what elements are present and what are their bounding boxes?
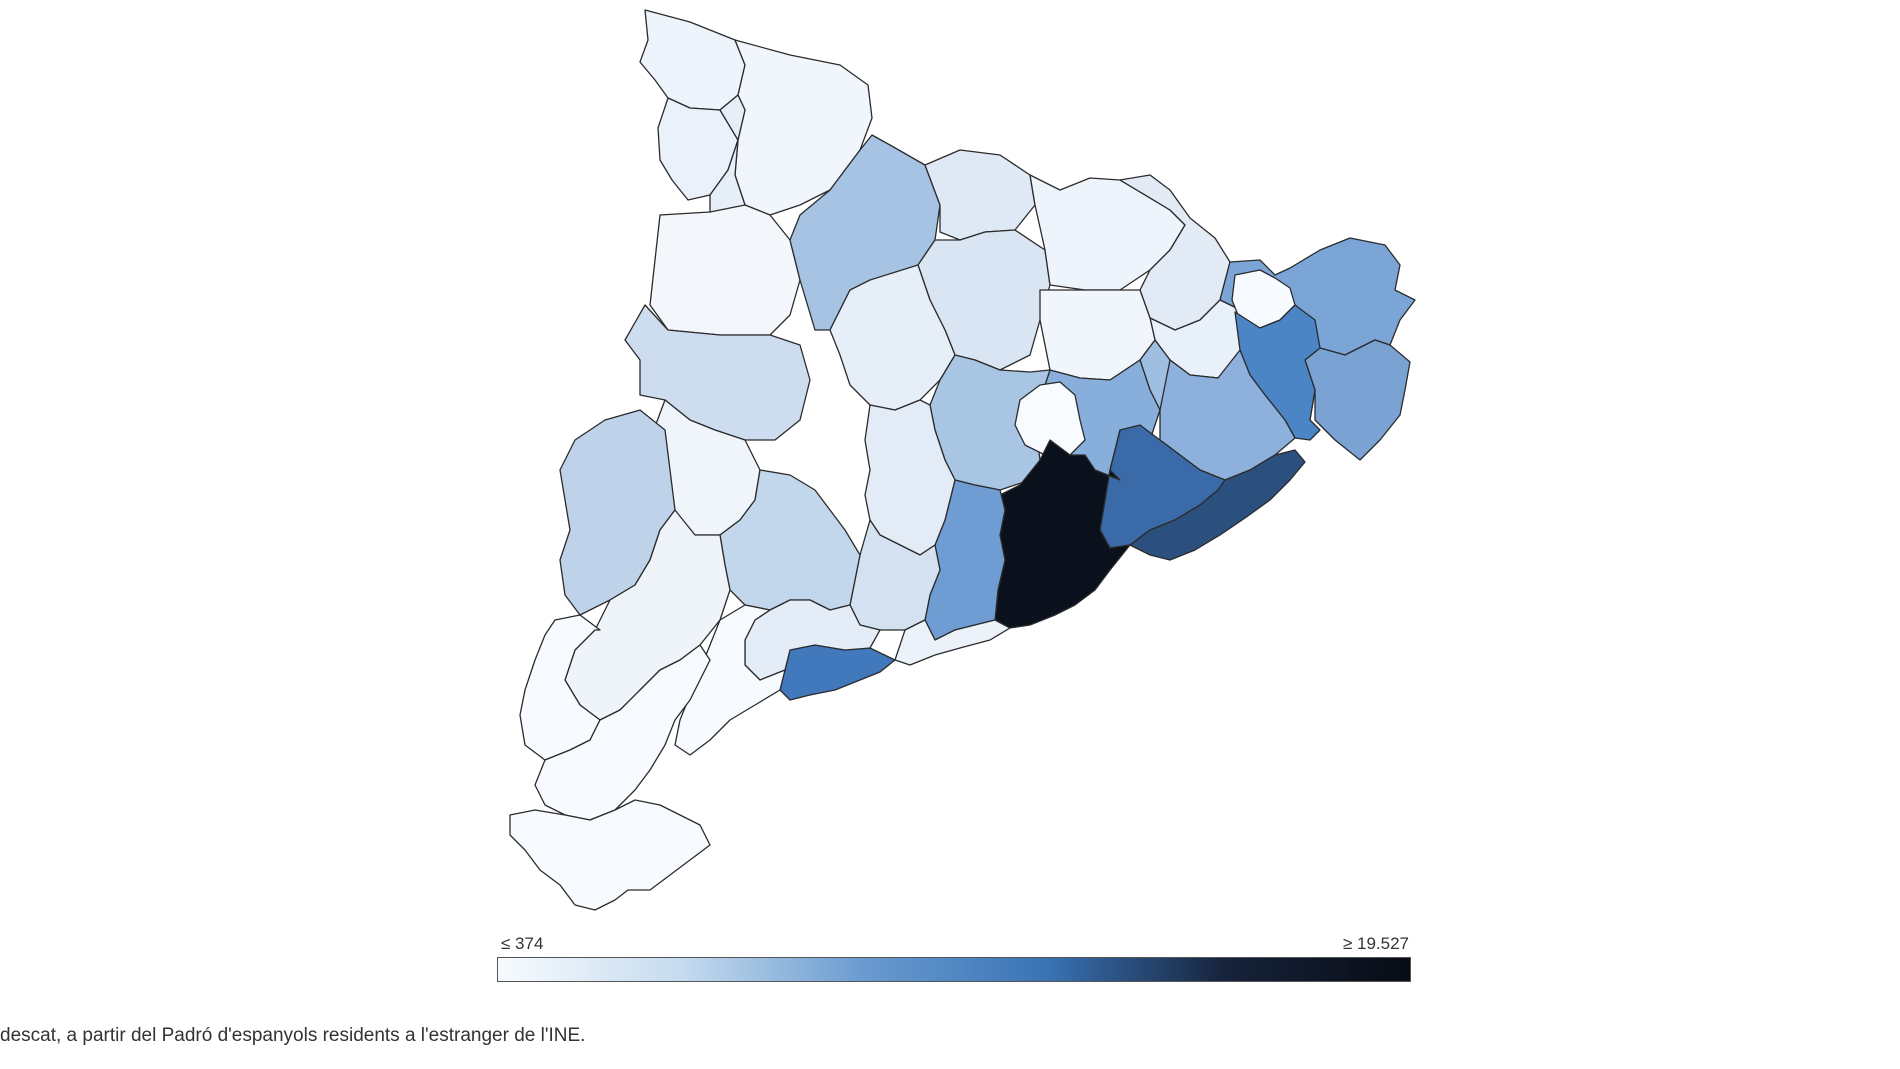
source-note: descat, a partir del Padró d'espanyols r… — [0, 1025, 586, 1046]
legend-gradient-bar — [497, 957, 1411, 982]
color-scale-legend: ≤ 374 ≥ 19.527 — [497, 934, 1411, 982]
map-region[interactable] — [864, 399, 956, 556]
map-region[interactable] — [1129, 449, 1306, 561]
comarques-layer — [509, 9, 1416, 911]
map-region[interactable] — [639, 9, 746, 111]
map-region[interactable] — [924, 149, 1036, 241]
map-region[interactable] — [509, 799, 711, 911]
map-region[interactable] — [1014, 381, 1086, 456]
legend-max-label: ≥ 19.527 — [1342, 934, 1409, 953]
map-region[interactable] — [649, 204, 801, 336]
map-svg — [509, 9, 1416, 911]
map-region[interactable] — [894, 619, 1011, 666]
map-region[interactable] — [779, 644, 896, 701]
catalonia-choropleth-map — [509, 9, 1416, 911]
map-region[interactable] — [624, 304, 811, 441]
map-region[interactable] — [1304, 339, 1411, 461]
legend-min-label: ≤ 374 — [501, 934, 544, 953]
